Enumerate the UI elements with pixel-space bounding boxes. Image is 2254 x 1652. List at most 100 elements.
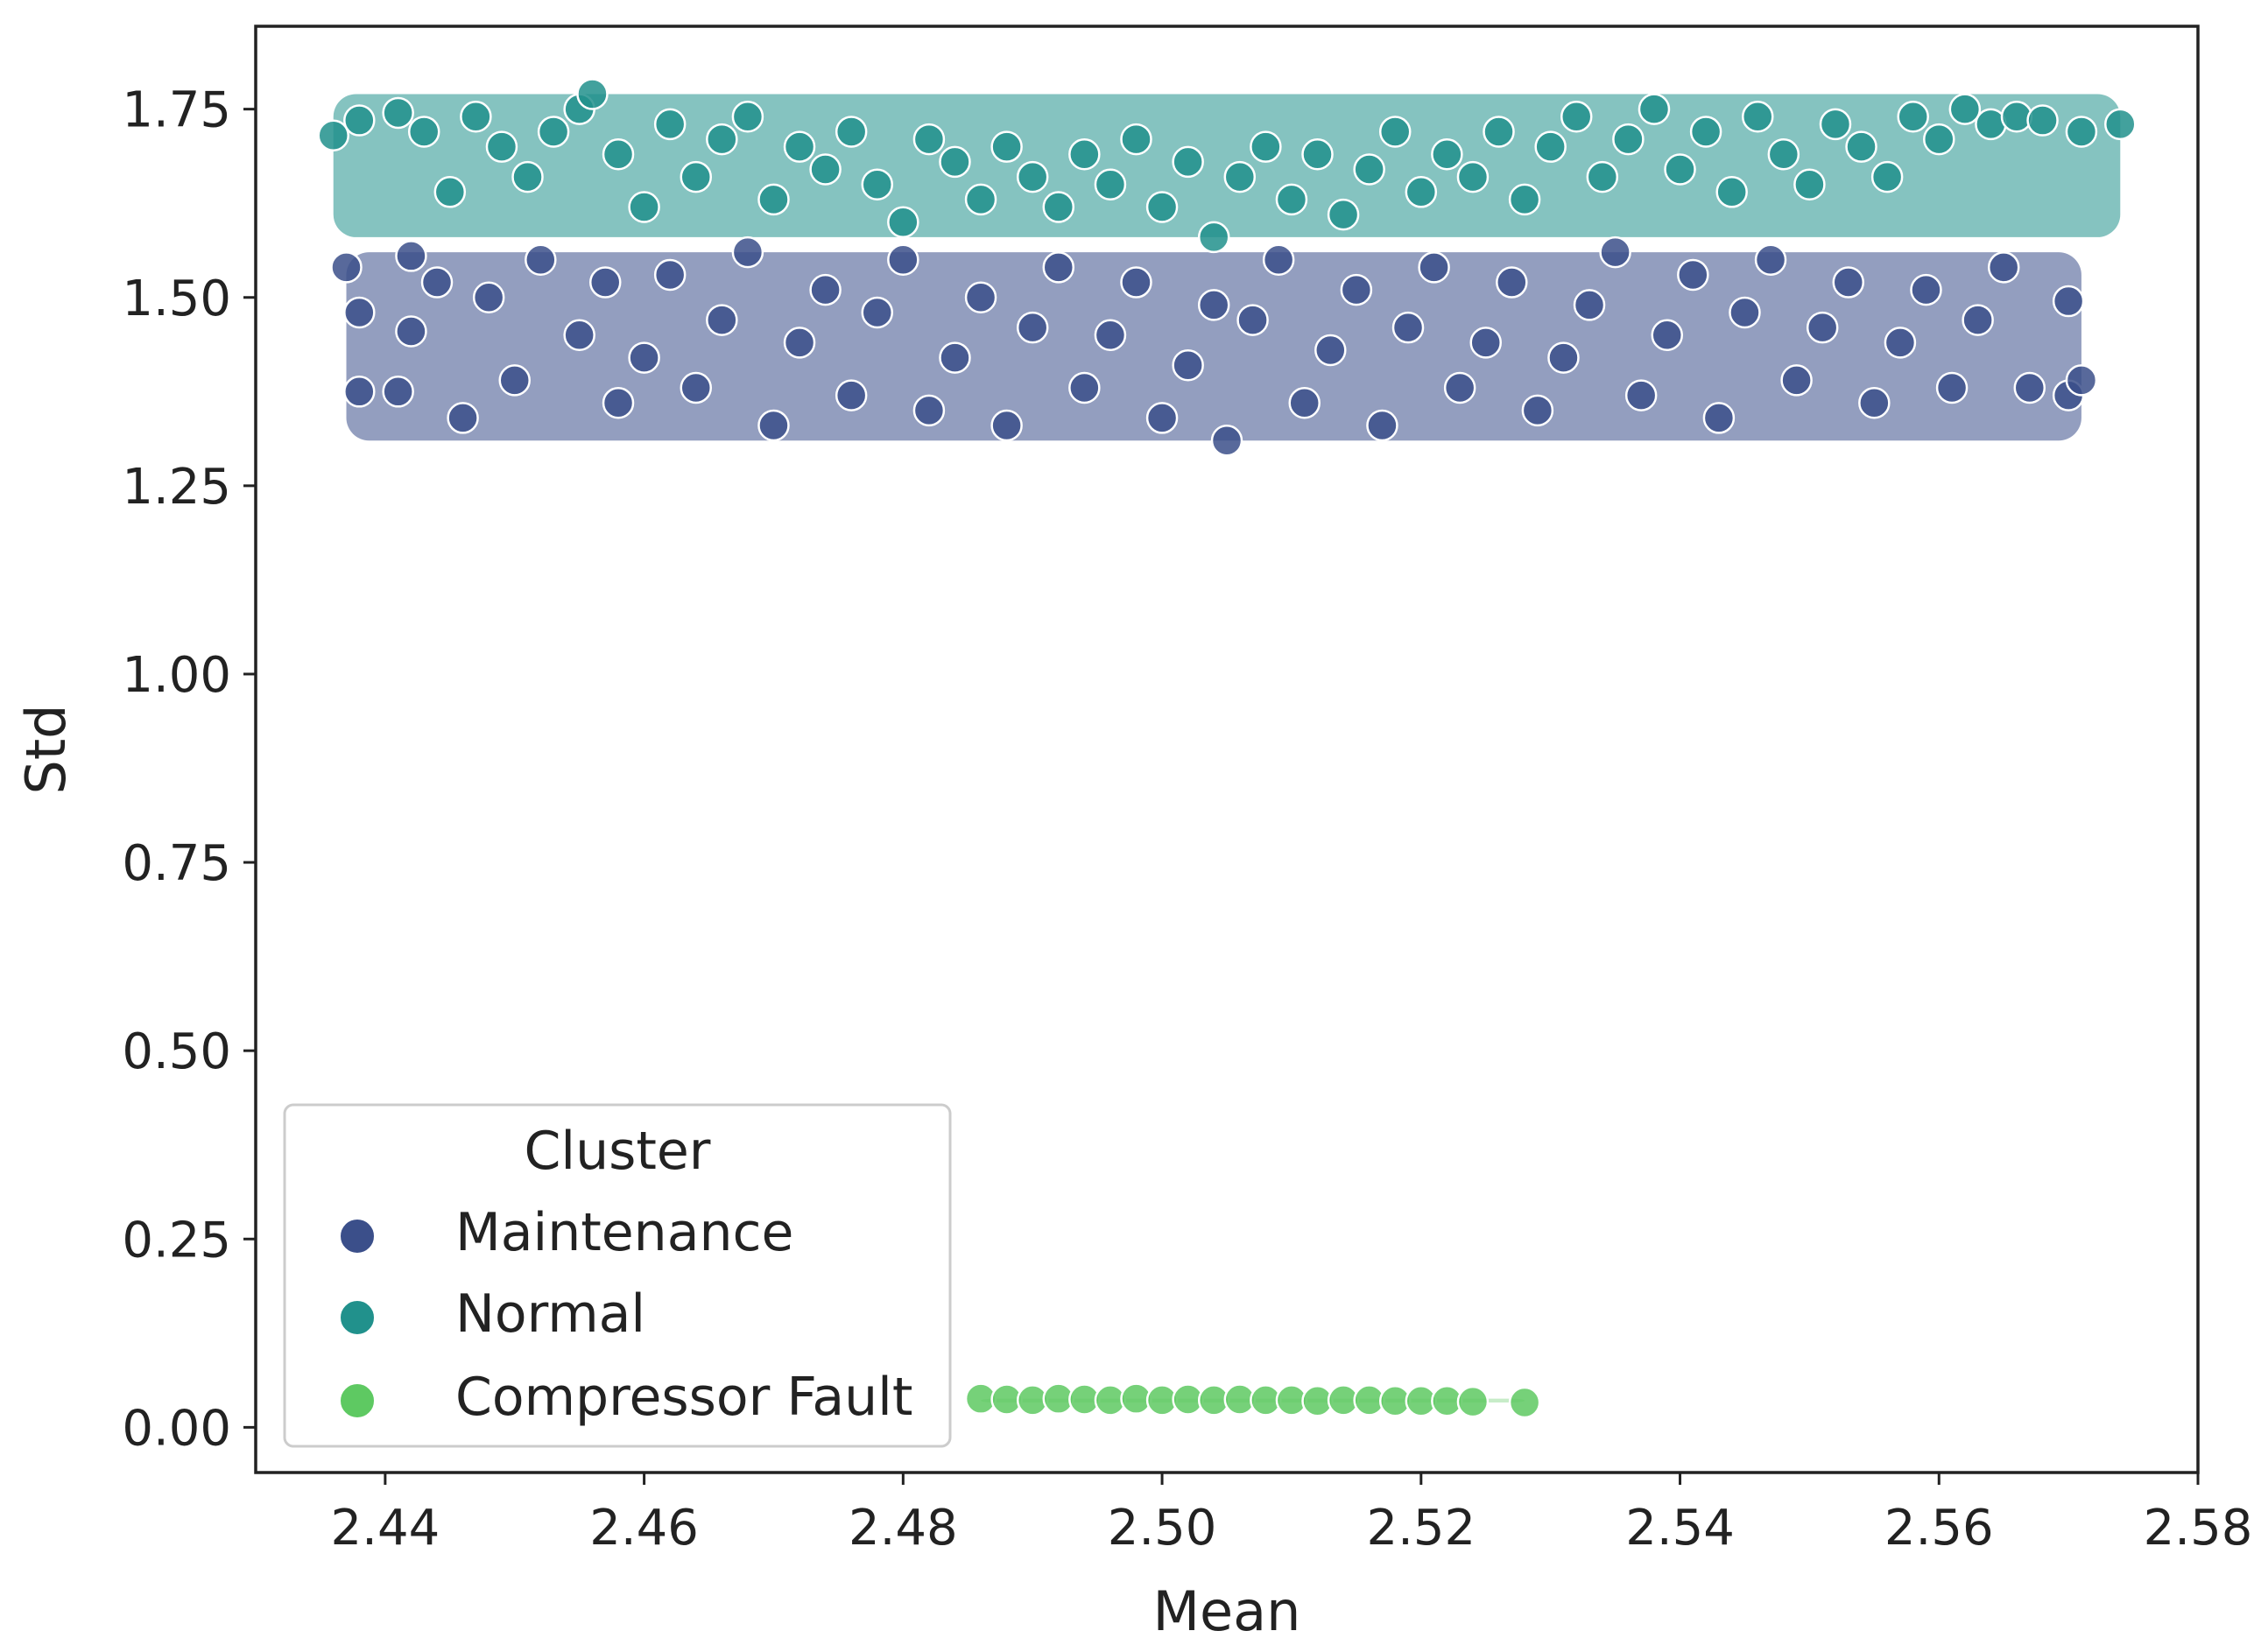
legend-marker-compressor-fault	[339, 1382, 376, 1419]
point-maintenance	[1391, 311, 1425, 344]
point-normal	[964, 183, 997, 216]
point-compressor-fault	[1508, 1386, 1541, 1419]
point-maintenance	[1145, 402, 1179, 434]
point-maintenance	[1042, 251, 1075, 284]
point-normal	[382, 96, 414, 130]
point-normal	[343, 104, 376, 137]
point-maintenance	[1443, 371, 1476, 404]
point-maintenance	[835, 379, 868, 411]
plot-frame	[254, 25, 2200, 1474]
point-maintenance	[1987, 251, 2020, 284]
point-maintenance	[1016, 311, 1049, 344]
point-maintenance	[1340, 273, 1373, 306]
point-normal	[2065, 116, 2098, 148]
point-normal	[1870, 160, 1904, 193]
point-maintenance	[330, 251, 363, 284]
point-normal	[485, 130, 518, 163]
point-maintenance	[1702, 402, 1736, 434]
point-maintenance	[1314, 334, 1347, 367]
point-maintenance	[1677, 258, 1709, 292]
point-maintenance	[343, 376, 376, 408]
point-normal	[1612, 123, 1645, 156]
legend-box	[283, 1103, 952, 1448]
point-maintenance	[964, 281, 997, 313]
point-maintenance	[1236, 304, 1269, 336]
legend-marker-normal	[339, 1299, 376, 1336]
x-axis-label: Mean	[1153, 1579, 1301, 1643]
point-normal	[1068, 138, 1101, 171]
point-normal	[1897, 101, 1929, 133]
point-maintenance	[912, 394, 946, 427]
point-normal	[407, 116, 440, 148]
point-normal	[1094, 168, 1127, 200]
point-maintenance	[563, 319, 595, 352]
point-normal	[1456, 160, 1490, 193]
point-maintenance	[1197, 289, 1230, 321]
point-normal	[1172, 145, 1204, 179]
legend-title: Cluster	[525, 1121, 711, 1182]
point-maintenance	[1418, 251, 1450, 284]
x-tick-label: 2.46	[589, 1500, 699, 1557]
point-maintenance	[2052, 285, 2085, 318]
y-tick-label: 1.25	[122, 459, 231, 516]
point-maintenance	[1651, 319, 1683, 352]
point-normal	[783, 130, 816, 163]
point-normal	[1353, 153, 1385, 186]
legend-label-normal: Normal	[455, 1283, 645, 1345]
point-maintenance	[1547, 341, 1580, 374]
point-maintenance	[1068, 371, 1101, 404]
point-normal	[1534, 130, 1567, 163]
y-tick-label: 1.00	[122, 647, 231, 704]
point-normal	[1793, 168, 1826, 200]
point-maintenance	[990, 409, 1023, 442]
point-maintenance	[1858, 386, 1891, 419]
point-maintenance	[395, 240, 427, 272]
legend-label-compressor-fault: Compressor Fault	[455, 1367, 912, 1428]
point-maintenance	[1521, 394, 1554, 427]
point-normal	[628, 191, 660, 223]
scatter-points	[317, 78, 2137, 1419]
y-tick-label: 0.00	[122, 1400, 231, 1457]
point-maintenance	[731, 235, 764, 269]
point-maintenance	[1573, 289, 1606, 321]
point-maintenance	[1806, 311, 1839, 344]
x-tick-label: 2.52	[1366, 1500, 1476, 1557]
point-normal	[317, 119, 349, 152]
point-normal	[706, 123, 738, 156]
point-normal	[1016, 160, 1049, 193]
point-normal	[1120, 123, 1152, 156]
point-maintenance	[1210, 424, 1243, 457]
point-maintenance	[628, 341, 660, 374]
point-maintenance	[1288, 386, 1321, 419]
point-normal	[1845, 130, 1877, 163]
point-normal	[1301, 138, 1334, 171]
point-normal	[887, 206, 919, 238]
point-maintenance	[2065, 364, 2098, 397]
point-compressor-fault	[1456, 1385, 1490, 1418]
point-normal	[653, 108, 687, 141]
point-maintenance	[861, 296, 894, 329]
point-normal	[835, 116, 868, 148]
point-normal	[731, 101, 764, 133]
x-tick-label: 2.54	[1625, 1500, 1735, 1557]
point-normal	[1638, 93, 1671, 125]
point-maintenance	[1884, 327, 1917, 359]
point-normal	[809, 153, 842, 186]
point-maintenance	[939, 341, 971, 374]
point-normal	[433, 176, 467, 208]
point-maintenance	[757, 409, 790, 442]
x-tick-label: 2.44	[331, 1500, 440, 1557]
y-tick-label: 0.75	[122, 835, 231, 892]
point-maintenance	[498, 364, 531, 397]
point-maintenance	[2013, 371, 2046, 404]
point-normal	[1819, 108, 1852, 141]
point-maintenance	[809, 273, 842, 306]
point-maintenance	[602, 386, 635, 419]
x-tick-label: 2.56	[1884, 1500, 1994, 1557]
point-normal	[939, 145, 971, 179]
point-normal	[511, 160, 544, 193]
point-normal	[537, 116, 570, 148]
legend-label-maintenance: Maintenance	[455, 1202, 793, 1263]
point-normal	[912, 123, 946, 156]
